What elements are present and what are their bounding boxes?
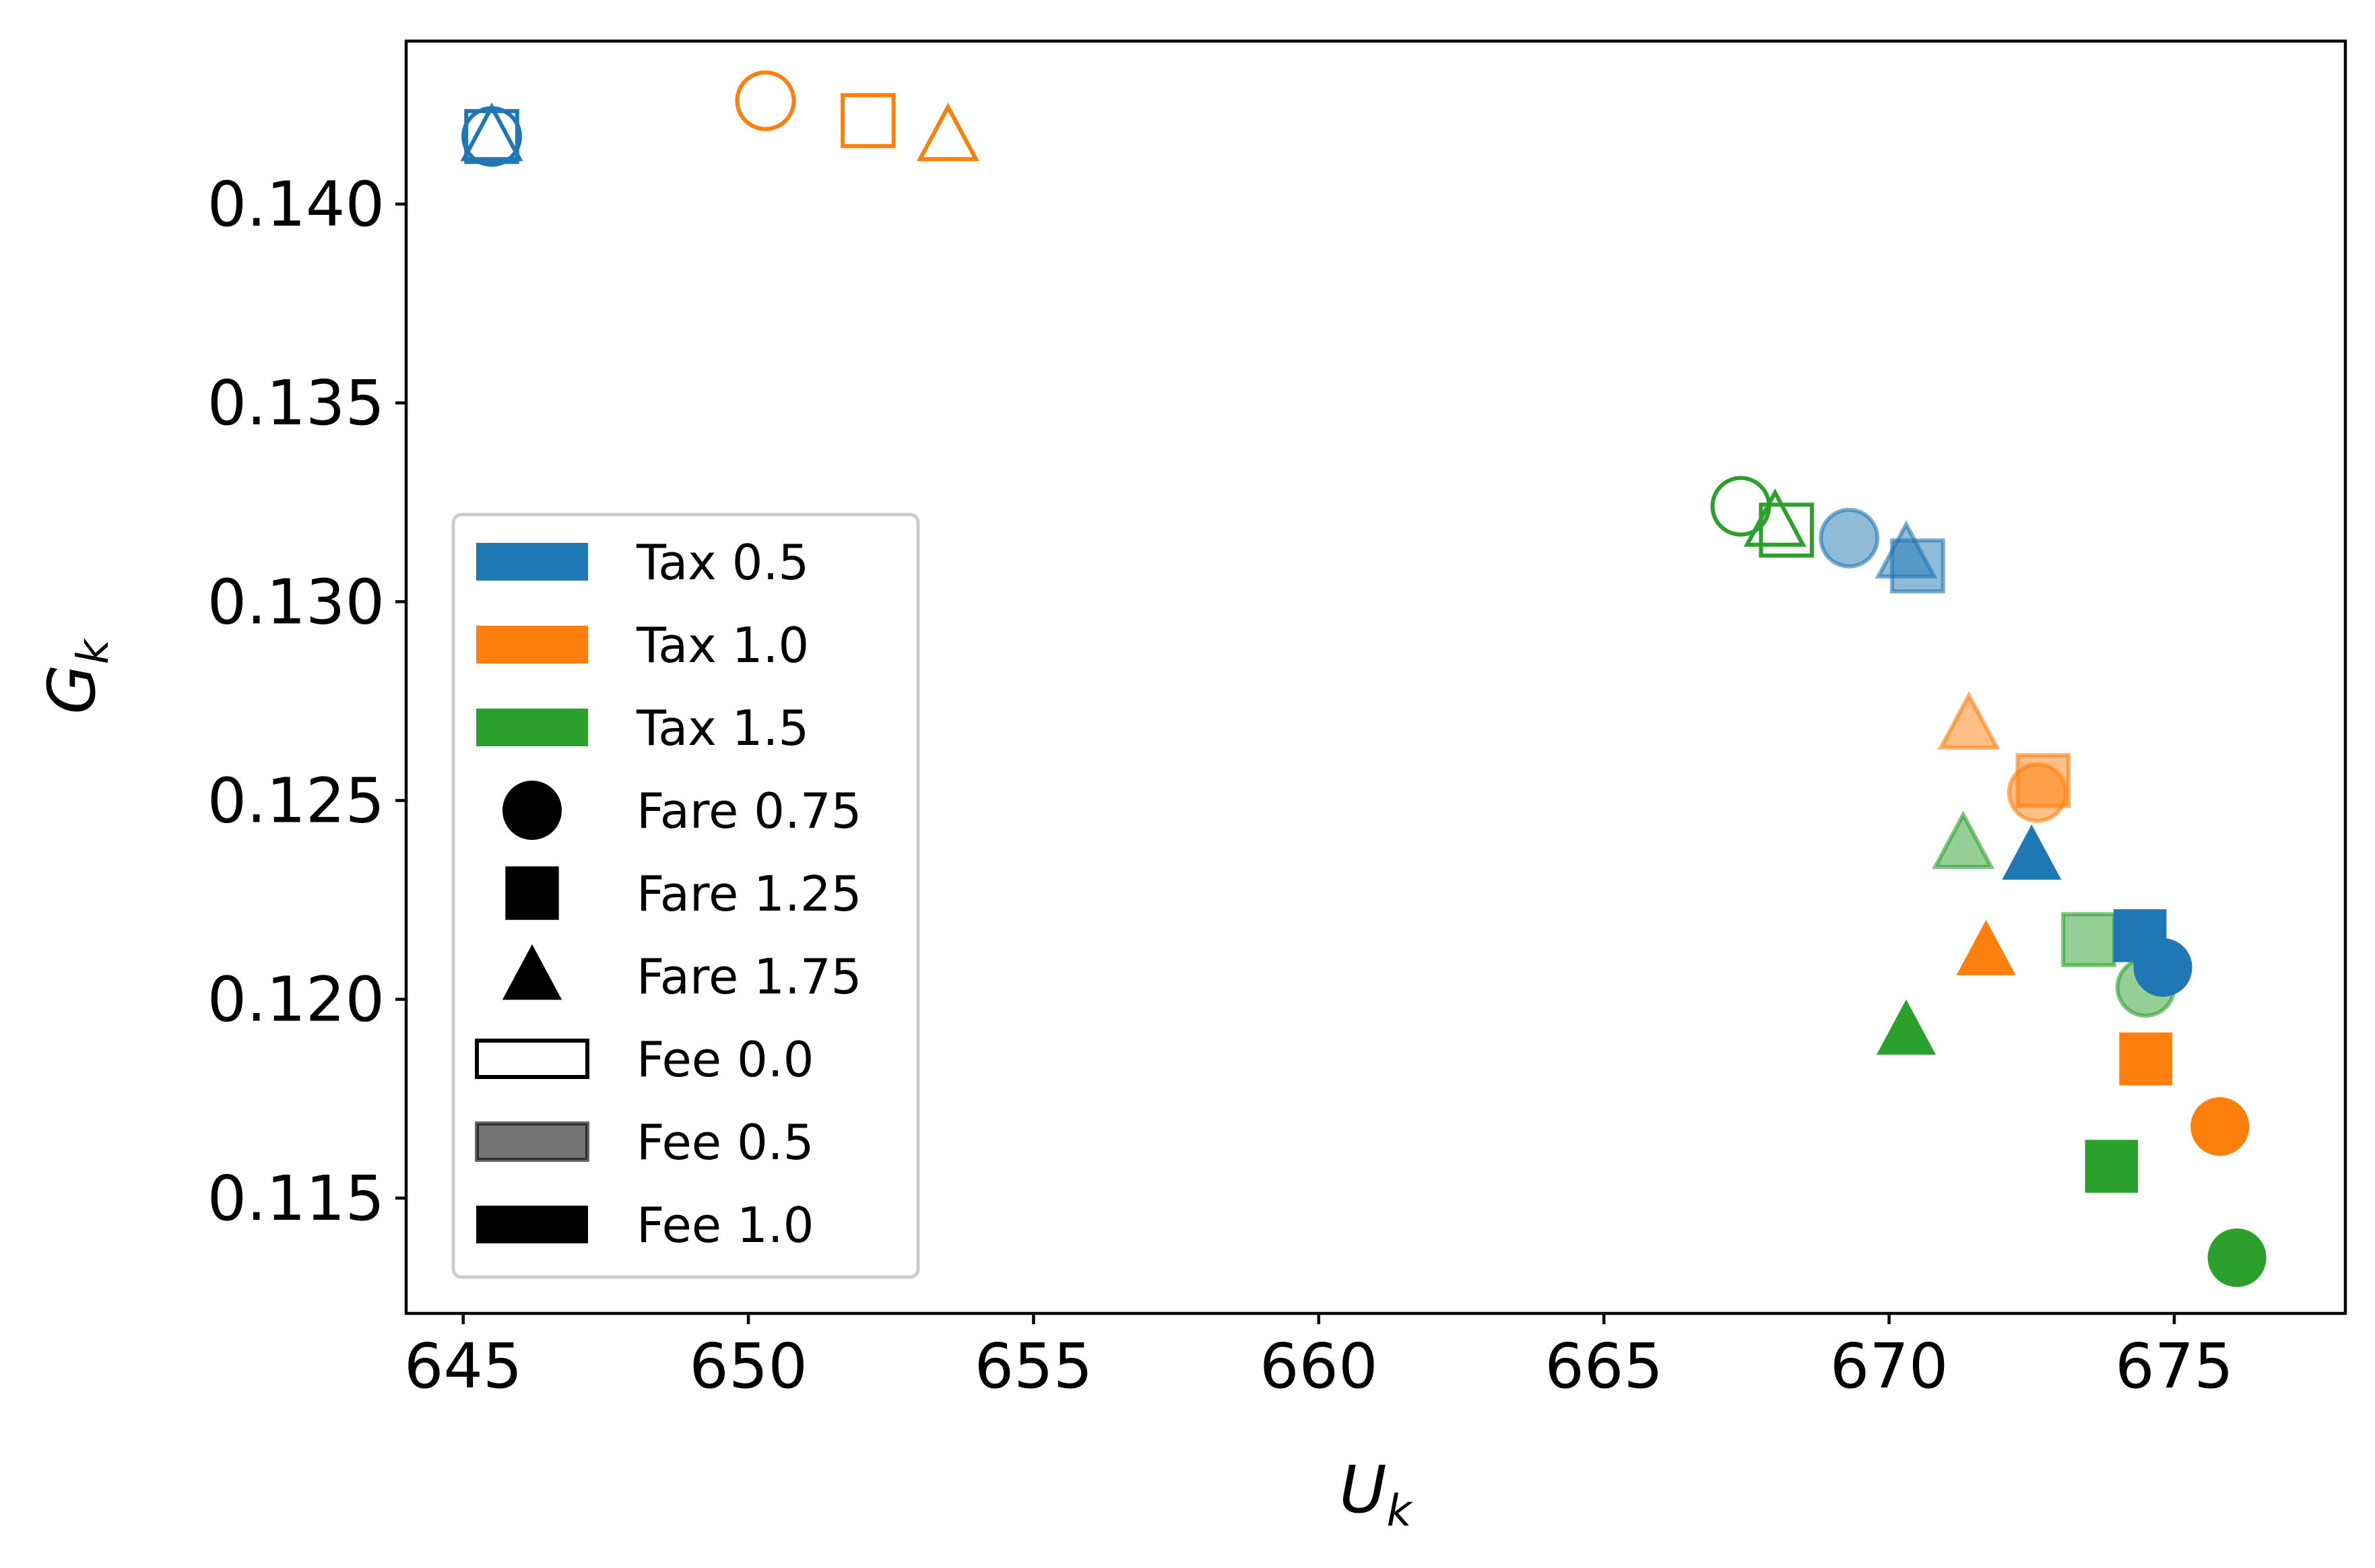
x-tick-label: 655: [975, 1330, 1093, 1402]
legend-swatch: [475, 1039, 589, 1079]
legend-swatch: [476, 709, 588, 746]
data-point-tax-1.5-fare-1.75-fee-0: [1743, 488, 1807, 547]
legend-swatch: [476, 1206, 588, 1243]
legend-frame: [451, 513, 920, 1279]
x-tick-label: 670: [1830, 1330, 1949, 1402]
legend-label: Tax 1.5: [636, 700, 809, 756]
legend-entry: Tax 0.5: [476, 534, 809, 591]
data-point-tax-1.5-fare-1.75-fee-1: [1876, 999, 1936, 1055]
x-tick-label: 665: [1544, 1330, 1663, 1402]
data-point-tax-1-fare-1.75-fee-1: [1956, 919, 2016, 975]
data-points: [460, 70, 2267, 1287]
data-point-tax-1.5-fare-1.25-fee-0: [1759, 502, 1814, 558]
data-point-tax-0.5-fare-1.75-fee-0.5: [1875, 520, 1938, 579]
legend-entry: Fee 0.5: [475, 1114, 814, 1171]
legend-entry: Fee 0.0: [475, 1031, 814, 1088]
legend-label: Fare 1.25: [637, 865, 861, 922]
x-axis-title-main: U: [1339, 1452, 1386, 1528]
x-tick-label: 675: [2115, 1330, 2234, 1402]
x-tick-label: 650: [689, 1330, 808, 1402]
y-tick-label: 0.115: [207, 1163, 385, 1235]
y-axis-title-subscript: k: [69, 637, 119, 664]
data-point-tax-1-fare-1.75-fee-0: [916, 102, 979, 162]
y-axis-title-main: G: [34, 664, 110, 714]
legend-swatch: [476, 626, 588, 663]
y-tick-label: 0.140: [207, 168, 385, 240]
x-axis: 645 650 655 660 665 670 675: [404, 1313, 2234, 1402]
y-axis: 0.115 0.120 0.125 0.130 0.135 0.140: [207, 168, 406, 1235]
legend-entry: Fare 0.75: [502, 781, 861, 840]
data-point-tax-1.5-fare-1.75-fee-0.5: [1932, 810, 1995, 869]
data-point-tax-1-fare-0.75-fee-1: [2190, 1097, 2250, 1156]
legend-marker-circle: [502, 781, 562, 840]
x-axis-title-subscript: k: [1387, 1487, 1414, 1536]
x-axis-title: Uk: [1339, 1452, 1413, 1536]
legend-label: Tax 0.5: [636, 534, 809, 591]
data-point-tax-0.5-fare-1.75-fee-1: [2002, 824, 2062, 880]
y-tick-label: 0.120: [207, 964, 385, 1036]
y-axis-title: Gk: [34, 637, 119, 714]
x-tick-label: 660: [1260, 1330, 1378, 1402]
data-point-tax-1-fare-1.25-fee-0.5: [2015, 753, 2071, 808]
x-tick-label: 645: [404, 1330, 523, 1402]
legend-entry: Fare 1.25: [505, 865, 861, 922]
legend-marker-square: [505, 866, 559, 920]
y-tick-label: 0.135: [207, 367, 385, 439]
legend-label: Fee 0.0: [637, 1031, 814, 1088]
data-point-tax-0.5-fare-1.25-fee-1: [2113, 909, 2167, 962]
legend-swatch: [476, 543, 588, 581]
y-tick-label: 0.130: [207, 566, 385, 638]
legend-entry: Fare 1.75: [502, 944, 861, 1005]
data-point-tax-1.5-fare-1.25-fee-1: [2085, 1140, 2139, 1193]
legend-marker-triangle: [502, 944, 562, 1000]
data-point-tax-1.5-fare-1.25-fee-0.5: [2061, 912, 2116, 967]
legend-entry: Tax 1.5: [476, 700, 809, 756]
data-point-tax-1-fare-1.25-fee-0: [841, 93, 896, 148]
legend: Tax 0.5 Tax 1.0 Tax 1.5 Fare 0.75 Fare 1.25 F…: [451, 513, 920, 1279]
data-point-tax-1-fare-1.75-fee-0.5: [1937, 691, 2000, 750]
data-point-tax-1.5-fare-0.75-fee-1: [2207, 1228, 2267, 1287]
y-tick-label: 0.125: [207, 764, 385, 837]
legend-label: Fare 0.75: [637, 783, 861, 839]
legend-entry: Fee 1.0: [476, 1197, 814, 1253]
data-point-tax-1-fare-1.25-fee-1: [2119, 1032, 2172, 1086]
legend-label: Fee 0.5: [637, 1114, 814, 1171]
plot-frame: [404, 39, 2347, 1315]
legend-label: Fare 1.75: [637, 948, 861, 1005]
legend-label: Tax 1.0: [636, 617, 809, 674]
legend-entry: Tax 1.0: [476, 617, 809, 674]
data-point-tax-0.5-fare-1.75-fee-0: [460, 102, 523, 162]
data-point-tax-0.5-fare-0.75-fee-0.5: [1819, 507, 1880, 568]
legend-label: Fee 1.0: [637, 1197, 814, 1253]
legend-swatch: [475, 1121, 589, 1162]
data-point-tax-1-fare-0.75-fee-0: [735, 70, 796, 131]
